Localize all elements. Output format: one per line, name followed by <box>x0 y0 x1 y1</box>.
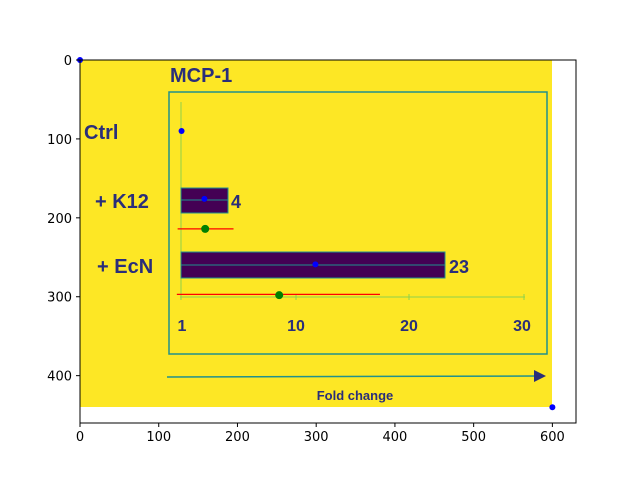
y-tick-label: 100 <box>47 133 72 148</box>
figure-axis-ticks <box>180 294 525 300</box>
overlay-point <box>275 291 284 300</box>
bar-label-k12: 4 <box>231 192 241 212</box>
overlay-point <box>201 224 210 233</box>
figure-tick-label-10: 10 <box>287 318 305 335</box>
figure-tick-label-1: 1 <box>178 318 187 335</box>
figure-tick-label-20: 20 <box>400 318 418 335</box>
x-tick-label: 400 <box>383 430 408 445</box>
row-label-ecn: + EcN <box>97 256 153 278</box>
row-label-ctrl: Ctrl <box>84 122 118 144</box>
image-background <box>80 60 552 407</box>
overlay-point <box>549 404 556 411</box>
x-tick-label: 200 <box>225 430 250 445</box>
x-tick-label: 100 <box>146 430 171 445</box>
fold-change-arrow-head <box>534 370 546 382</box>
y-tick-label: 400 <box>47 370 72 385</box>
x-axis: 0 100 200 300 400 500 600 <box>76 423 565 445</box>
figure-frame <box>168 91 548 355</box>
figure-title: MCP-1 <box>170 65 232 87</box>
x-tick-label: 300 <box>304 430 329 445</box>
row-label-k12: + K12 <box>95 191 149 213</box>
x-tick-label: 600 <box>540 430 565 445</box>
overlay-point <box>312 261 319 268</box>
figure-tick-label-30: 30 <box>513 318 531 335</box>
fold-change-label: Fold change <box>317 388 394 403</box>
x-tick-label: 0 <box>76 430 84 445</box>
overlay-point <box>201 195 208 202</box>
y-tick-label: 300 <box>47 291 72 306</box>
axes-frame <box>79 59 577 424</box>
overlay-point <box>178 128 185 135</box>
y-axis: 0 100 200 300 400 <box>47 54 80 385</box>
bar-label-ecn: 23 <box>449 257 469 277</box>
y-tick-label: 0 <box>64 54 72 69</box>
fold-change-arrow-line <box>166 375 538 378</box>
y-tick-label: 200 <box>47 212 72 227</box>
x-tick-label: 500 <box>461 430 486 445</box>
